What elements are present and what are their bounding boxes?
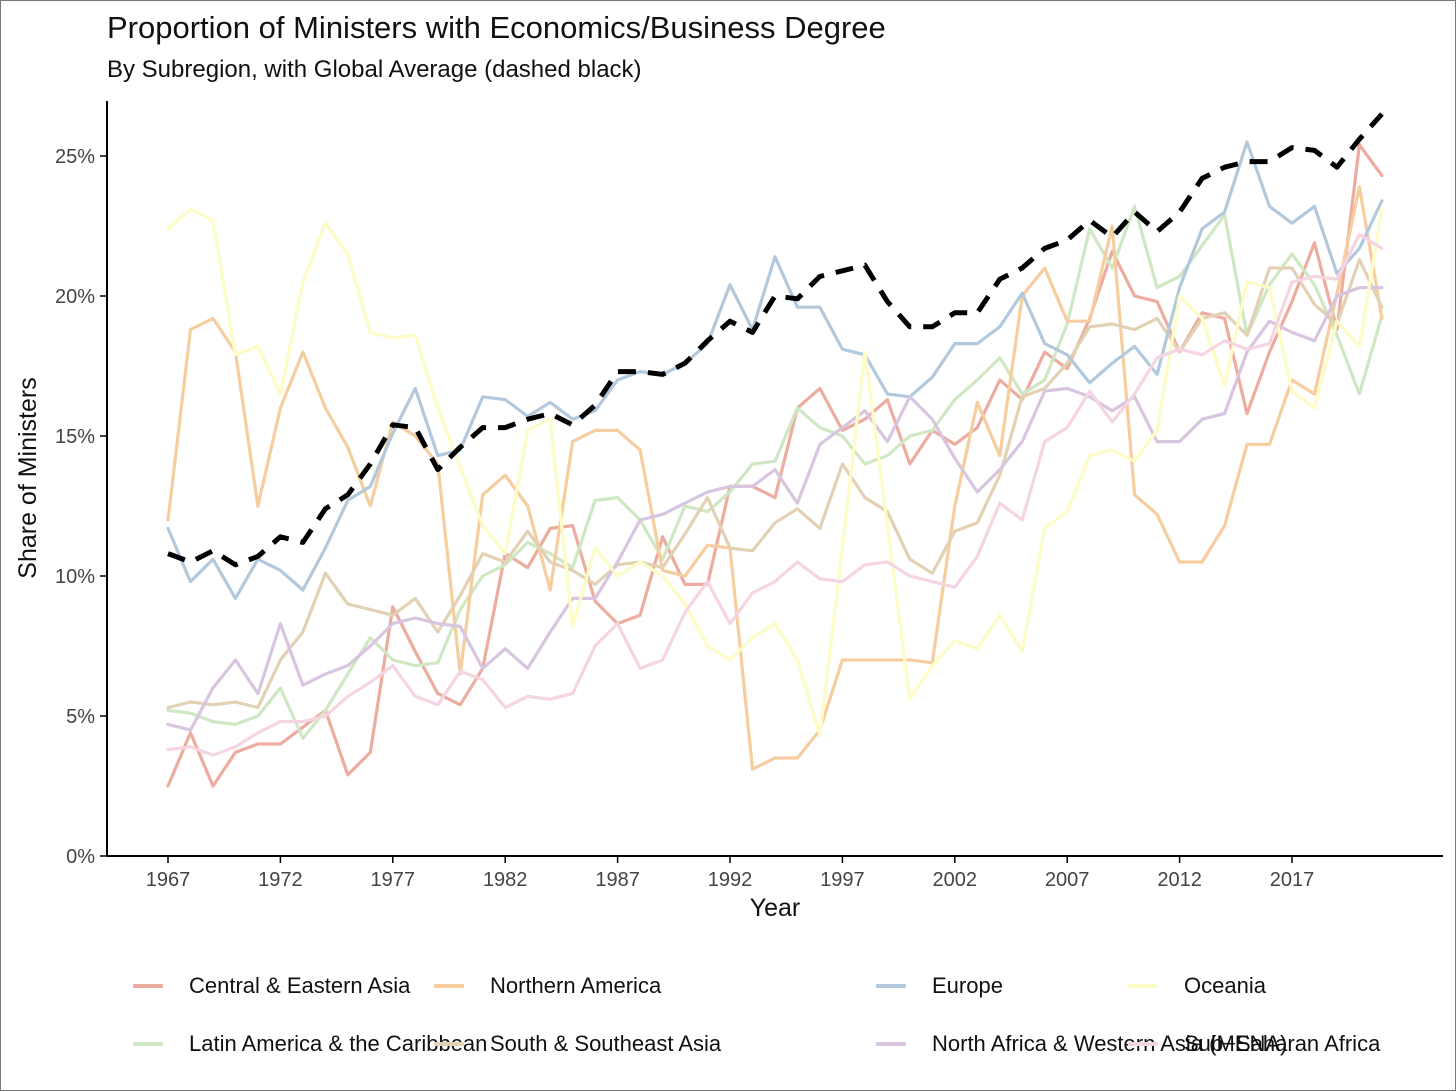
- x-tick-label: 1997: [820, 869, 865, 891]
- series-line-europe: [166, 140, 1384, 601]
- chart-title: Proportion of Ministers with Economics/B…: [107, 10, 886, 45]
- series-line-northern-america: [166, 185, 1384, 771]
- x-tick-label: 2012: [1157, 869, 1202, 891]
- legend-label: South & Southeast Asia: [490, 1031, 722, 1056]
- legend-key: [1128, 1042, 1158, 1046]
- series-line-latin-america-the-caribbean: [166, 204, 1384, 741]
- x-tick-label: 2002: [933, 869, 978, 891]
- x-tick-label: 2017: [1270, 869, 1315, 891]
- x-tick-label: 1972: [258, 869, 303, 891]
- chart-subtitle: By Subregion, with Global Average (dashe…: [107, 56, 642, 83]
- y-tick-label: 15%: [55, 426, 95, 448]
- legend-item-sub-saharan-africa: Sub−Saharan Africa: [1128, 1029, 1380, 1059]
- x-axis-title: Year: [750, 894, 801, 922]
- legend-label: Oceania: [1184, 973, 1266, 998]
- series-line-global-average: [167, 112, 1384, 568]
- legend-key: [133, 1042, 163, 1046]
- x-tick-label: 1987: [595, 869, 640, 891]
- series-line-oceania: [166, 207, 1384, 738]
- x-tick-label: 1982: [483, 869, 528, 891]
- x-tick-label: 2007: [1045, 869, 1090, 891]
- x-tick-label: 1992: [708, 869, 753, 891]
- legend-item-south-southeast-asia: South & Southeast Asia: [434, 1029, 721, 1059]
- x-axis-ticks: 1967 1972 1977 1982 1987 1992 1997 2002 2007 2012…: [146, 856, 1315, 891]
- y-tick-label: 5%: [66, 706, 95, 728]
- legend-key: [1128, 984, 1158, 988]
- legend-key: [434, 984, 464, 988]
- series-line-sub-saharan-africa: [166, 232, 1384, 757]
- x-tick-label: 1977: [371, 869, 416, 891]
- y-tick-label: 20%: [55, 286, 95, 308]
- y-tick-label: 25%: [55, 146, 95, 168]
- legend-label: Central & Eastern Asia: [189, 973, 411, 998]
- series-line-central-eastern-asia: [166, 143, 1384, 788]
- legend-item-oceania: Oceania: [1128, 971, 1266, 1001]
- series-line-south-southeast-asia: [166, 258, 1384, 710]
- plot-area: [166, 112, 1384, 788]
- y-axis-title: Share of Ministers: [14, 377, 42, 578]
- y-axis-ticks: 0% 5% 10% 15% 20% 25%: [55, 146, 107, 868]
- legend-key: [876, 984, 906, 988]
- legend-label: North Africa & Western Asia (MENA): [932, 1031, 1288, 1056]
- legend-item-north-africa-western-asia-mena: North Africa & Western Asia (MENA): [876, 1029, 1287, 1059]
- legend-item-central-eastern-asia: Central & Eastern Asia: [133, 971, 410, 1001]
- y-tick-label: 10%: [55, 566, 95, 588]
- legend-key: [434, 1042, 464, 1046]
- legend-key: [876, 1042, 906, 1046]
- y-tick-label: 0%: [66, 846, 95, 868]
- legend-label: Europe: [932, 973, 1003, 998]
- legend-item-northern-america: Northern America: [434, 971, 661, 1001]
- legend-label: Northern America: [490, 973, 662, 998]
- legend-label: Sub−Saharan Africa: [1184, 1031, 1381, 1056]
- series-line-north-africa-western-asia-mena: [166, 286, 1384, 732]
- legend-item-europe: Europe: [876, 971, 1003, 1001]
- x-tick-label: 1967: [146, 869, 191, 891]
- legend-key: [133, 984, 163, 988]
